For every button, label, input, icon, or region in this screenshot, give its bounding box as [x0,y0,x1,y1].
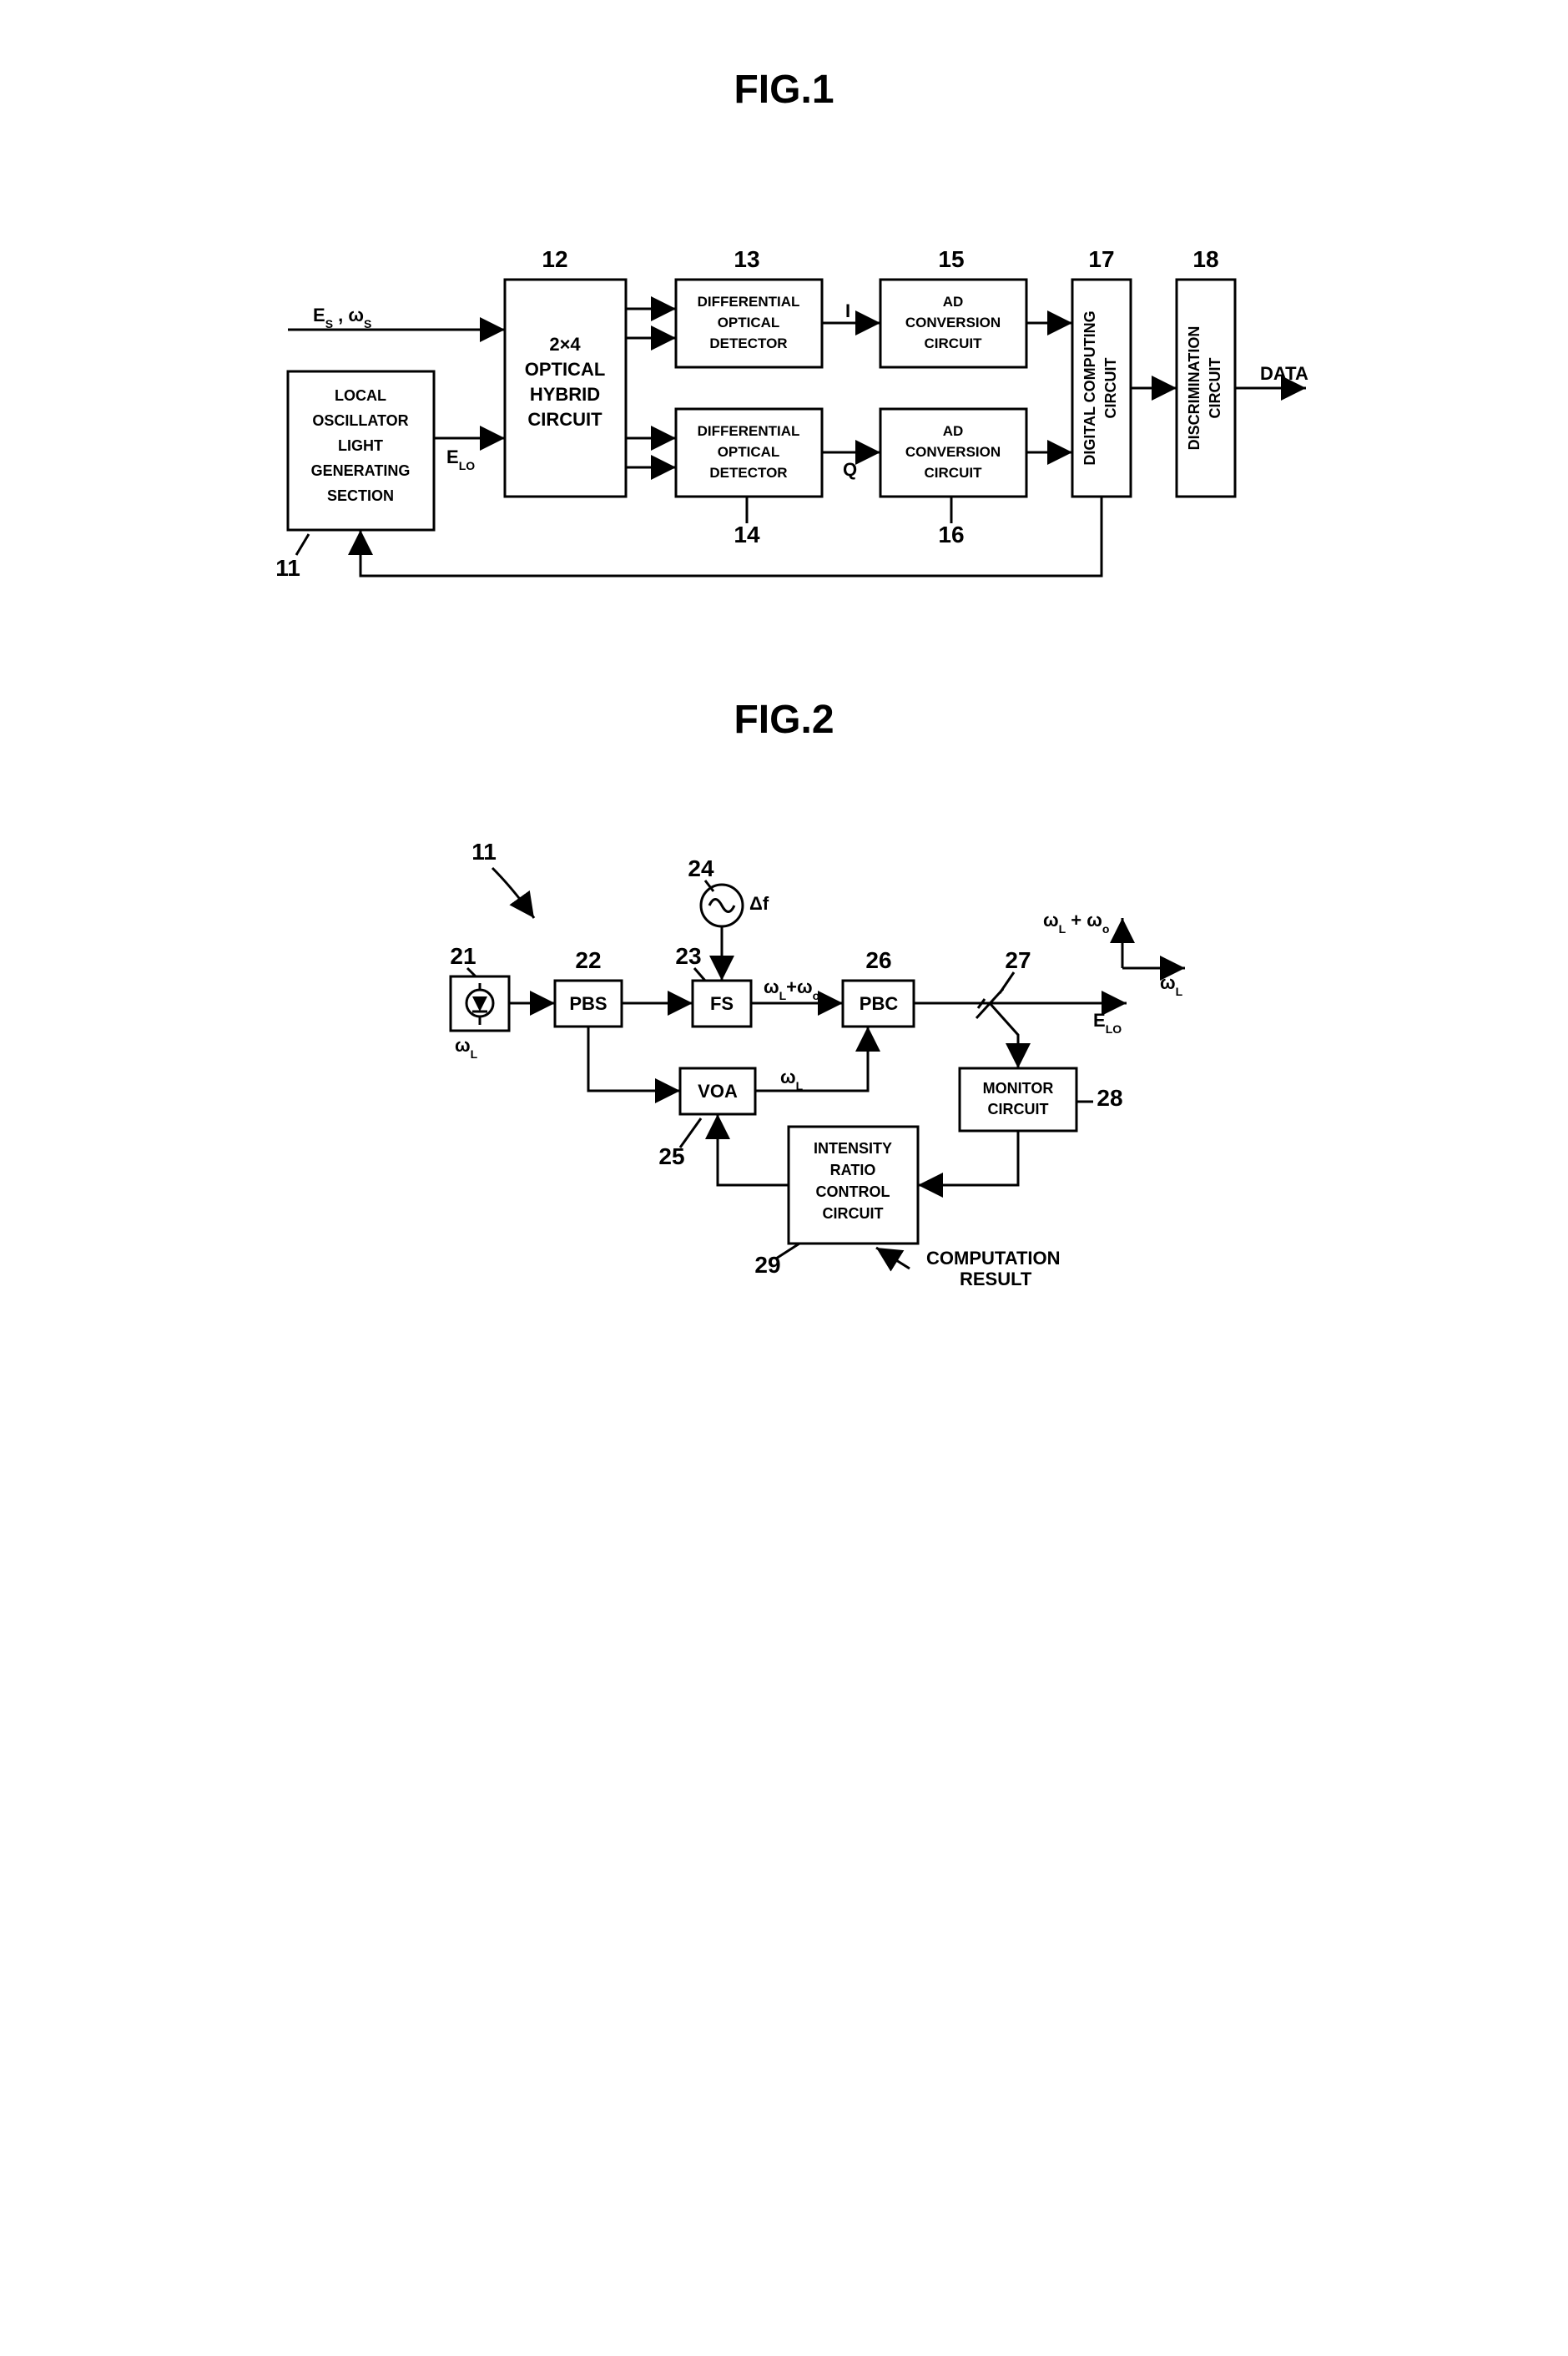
block-11-line2: LIGHT [338,437,383,454]
block-29-line2: CONTROL [815,1183,890,1200]
sig-Q: Q [843,459,857,480]
sig-wl-laser: ωL [455,1035,478,1061]
block-26-label: PBC [859,993,898,1014]
num-22: 22 [575,947,601,973]
sig-axis-v: ωL + ωo [1043,910,1109,936]
block-14-line0: DIFFERENTIAL [697,423,799,439]
block-12-line2: HYBRID [529,384,599,405]
num-23: 23 [675,943,701,969]
num-24: 24 [688,855,714,881]
block-14-line1: OPTICAL [717,444,779,460]
sig-comp1: COMPUTATION [926,1248,1061,1269]
block-11-line1: OSCILLATOR [312,412,408,429]
block-14-line2: DETECTOR [709,465,787,481]
block-28-line1: CIRCUIT [987,1101,1048,1117]
block-28-line0: MONITOR [982,1080,1053,1097]
fig2-ref-11: 11 [471,839,497,865]
block-29-line1: RATIO [829,1162,875,1178]
block-17-line1: CIRCUIT [1102,358,1119,419]
sig-data: DATA [1260,363,1308,384]
num-15: 15 [938,246,964,272]
block-13-line0: DIFFERENTIAL [697,294,799,310]
num-17: 17 [1088,246,1114,272]
block-15-line0: AD [942,294,963,310]
sig-wlwo-top: ωL+ωo [764,976,819,1002]
block-16-line0: AD [942,423,963,439]
block-13-line1: OPTICAL [717,315,779,330]
block-12-line1: OPTICAL [524,359,605,380]
sig-elo-out: ELO [1093,1010,1122,1036]
block-monitor [960,1068,1076,1131]
num-26: 26 [865,947,891,973]
block-13-line2: DETECTOR [709,335,787,351]
sig-I: I [845,300,850,321]
num-13: 13 [734,246,759,272]
fig1-title: FIG.1 [33,67,1535,113]
block-15-line2: CIRCUIT [924,335,982,351]
block-12-line3: CIRCUIT [527,409,602,430]
block-15-line1: CONVERSION [905,315,1000,330]
block-11-line0: LOCAL [335,387,386,404]
block-11-line4: SECTION [326,487,393,504]
fig2-diagram: 11 21 ωL PBS 22 FS 23 Δf 24 VOA 25 PBC 2… [325,793,1243,1310]
block-17-line0: DIGITAL COMPUTING [1081,310,1098,465]
sig-wl-voa: ωL [780,1067,804,1092]
num-14: 14 [734,522,760,547]
block-18-line0: DISCRIMINATION [1186,326,1202,451]
sig-df: Δf [749,893,769,914]
fig2-title: FIG.2 [33,697,1535,743]
block-18-line1: CIRCUIT [1207,358,1223,419]
sig-comp2: RESULT [960,1269,1032,1289]
num-16: 16 [938,522,964,547]
block-25-label: VOA [698,1081,738,1102]
sig-axis-h: ωL [1160,972,1183,998]
block-12-line0: 2×4 [549,334,581,355]
block-22-label: PBS [569,993,607,1014]
block-29-line0: INTENSITY [813,1140,891,1157]
num-27: 27 [1005,947,1031,973]
num-11: 11 [275,555,300,581]
fig1-diagram: LOCAL OSCILLATOR LIGHT GENERATING SECTIO… [221,163,1348,597]
block-11-line3: GENERATING [310,462,410,479]
num-29: 29 [754,1252,780,1278]
block-16-line1: CONVERSION [905,444,1000,460]
block-29-line3: CIRCUIT [822,1205,883,1222]
block-23-label: FS [709,993,733,1014]
num-12: 12 [542,246,567,272]
block-16-line2: CIRCUIT [924,465,982,481]
num-18: 18 [1192,246,1218,272]
num-21: 21 [450,943,476,969]
sig-input: ES , ωS [313,305,371,330]
num-28: 28 [1097,1085,1122,1111]
sig-elo: ELO [446,446,475,472]
